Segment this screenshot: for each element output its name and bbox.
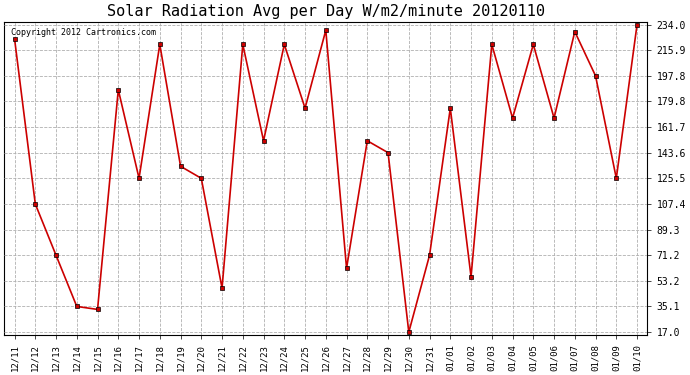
Title: Solar Radiation Avg per Day W/m2/minute 20120110: Solar Radiation Avg per Day W/m2/minute …	[107, 4, 545, 19]
Text: Copyright 2012 Cartronics.com: Copyright 2012 Cartronics.com	[10, 28, 156, 37]
